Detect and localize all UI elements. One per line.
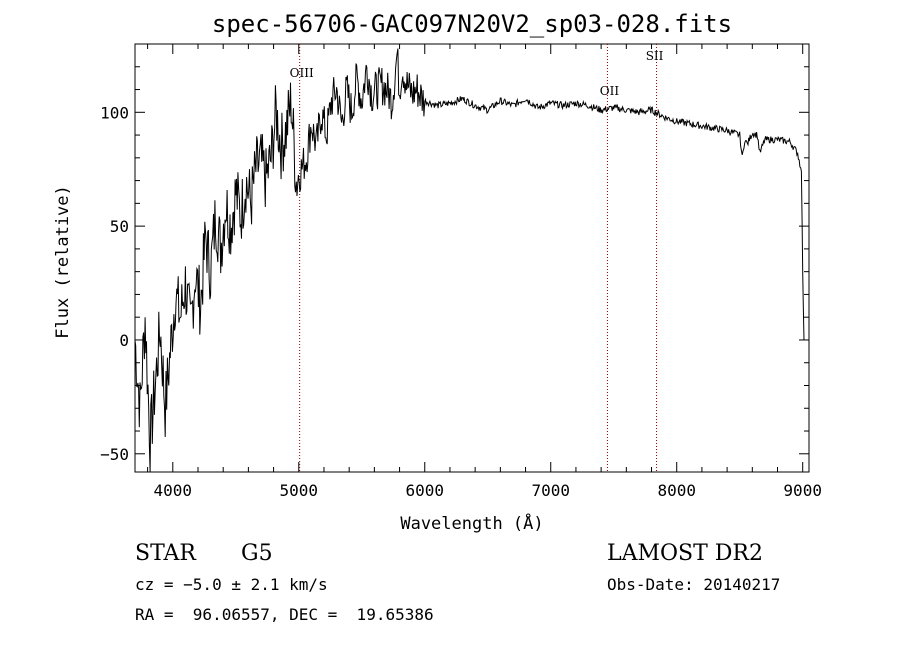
x-axis-ticks: 4000 5000 6000 7000 8000 9000 bbox=[147, 44, 822, 500]
y-axis-ticks: −50 0 50 100 bbox=[100, 66, 809, 464]
x-tick-label: 7000 bbox=[531, 481, 570, 500]
emission-line-label: OIII bbox=[290, 66, 314, 80]
x-tick-label: 4000 bbox=[154, 481, 193, 500]
spectrum-line bbox=[134, 48, 805, 473]
y-axis-label: Flux (relative) bbox=[53, 185, 73, 339]
chart-title: spec-56706-GAC097N20V2_sp03-028.fits bbox=[212, 10, 732, 38]
object-class: STAR bbox=[135, 541, 197, 566]
survey-label: LAMOST DR2 bbox=[607, 541, 763, 566]
y-tick-label: 100 bbox=[100, 103, 129, 122]
object-subclass: G5 bbox=[241, 541, 273, 566]
emission-line-markers: OIII OII SII bbox=[290, 44, 664, 472]
x-axis-label: Wavelength (Å) bbox=[400, 512, 543, 534]
coordinates-text: RA = 96.06557, DEC = 19.65386 bbox=[135, 605, 434, 624]
emission-line-label: OII bbox=[600, 84, 620, 98]
y-tick-label: 50 bbox=[110, 217, 129, 236]
y-tick-label: 0 bbox=[119, 331, 129, 350]
x-tick-label: 8000 bbox=[657, 481, 696, 500]
obs-date-text: Obs-Date: 20140217 bbox=[607, 575, 780, 594]
redshift-text: cz = −5.0 ± 2.1 km/s bbox=[135, 575, 328, 594]
x-tick-label: 6000 bbox=[405, 481, 444, 500]
x-tick-label: 9000 bbox=[783, 481, 822, 500]
plot-frame bbox=[134, 43, 810, 473]
y-tick-label: −50 bbox=[100, 445, 129, 464]
x-tick-label: 5000 bbox=[280, 481, 319, 500]
emission-line-label: SII bbox=[646, 49, 664, 63]
